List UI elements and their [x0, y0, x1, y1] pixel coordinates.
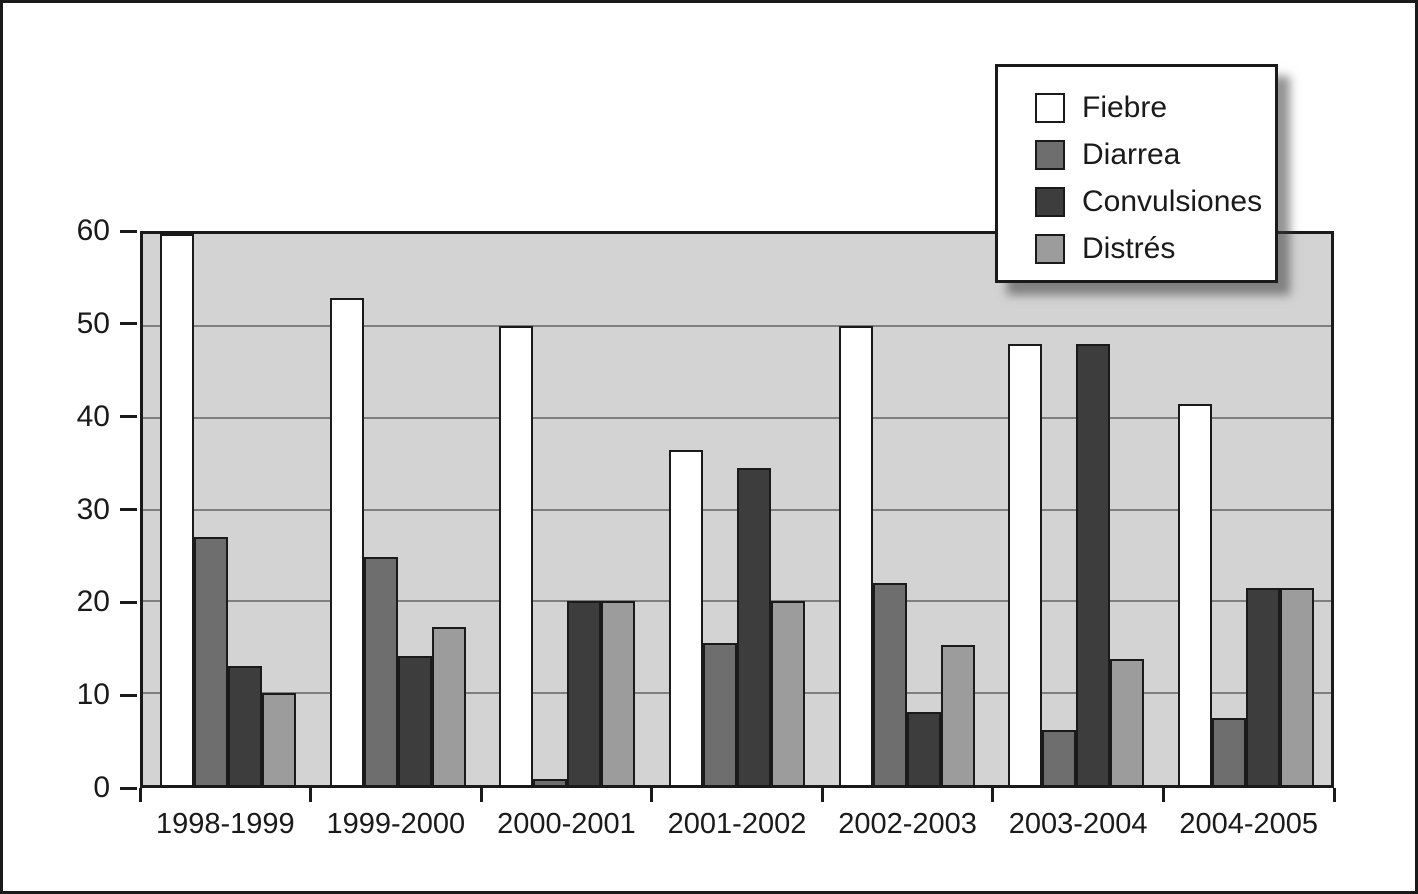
- y-axis: 0 10 20 30 40 50 60: [3, 214, 140, 804]
- bar-convulsiones-2002-2003: [906, 711, 941, 785]
- x-tick-6: [1161, 788, 1165, 802]
- bar-distres-2002-2003: [940, 644, 975, 785]
- bar-convulsiones-2000-2001: [567, 601, 602, 785]
- bar-distres-2000-2001: [601, 601, 636, 785]
- y-tick-label-40: 40: [76, 399, 110, 433]
- bar-distres-1998-1999: [261, 693, 296, 785]
- y-tick-label-10: 10: [76, 678, 110, 712]
- y-tick-40: [120, 415, 137, 419]
- bar-diarrea-2003-2004: [1042, 729, 1077, 785]
- bar-fiebre-1999-2000: [329, 298, 364, 785]
- bar-convulsiones-1998-1999: [227, 665, 262, 785]
- bar-fiebre-2001-2002: [669, 449, 703, 785]
- bar-diarrea-1999-2000: [363, 557, 398, 785]
- plot-area: [140, 231, 1334, 788]
- x-tick-2: [479, 788, 483, 802]
- bar-diarrea-2000-2001: [533, 778, 568, 785]
- bar-convulsiones-2001-2002: [737, 468, 771, 785]
- legend-swatch-diarrea: [1035, 140, 1065, 170]
- legend-item-convulsiones: Convulsiones: [1035, 185, 1275, 218]
- y-tick-label-20: 20: [76, 585, 110, 619]
- bar-diarrea-2004-2005: [1212, 717, 1247, 785]
- legend-label-convulsiones: Convulsiones: [1082, 185, 1263, 218]
- bars-layer: [143, 234, 1331, 785]
- y-tick-label-30: 30: [76, 492, 110, 526]
- bar-distres-1999-2000: [431, 627, 466, 785]
- legend-label-fiebre: Fiebre: [1082, 91, 1168, 124]
- gridline-40: [143, 416, 1331, 419]
- y-tick-50: [120, 322, 137, 326]
- bar-fiebre-2003-2004: [1008, 344, 1043, 785]
- y-tick-label-60: 60: [76, 214, 110, 247]
- legend: Fiebre Diarrea Convulsiones Distrés: [995, 64, 1278, 283]
- bar-diarrea-2002-2003: [872, 582, 907, 785]
- bar-fiebre-2004-2005: [1178, 403, 1213, 785]
- x-tick-label-1999-2000: 1999-2000: [326, 808, 466, 840]
- y-tick-label-50: 50: [76, 306, 110, 340]
- x-tick-1: [309, 788, 313, 802]
- x-tick-label-2003-2004: 2003-2004: [1008, 808, 1148, 840]
- legend-item-fiebre: Fiebre: [1035, 91, 1275, 124]
- y-tick-20: [120, 600, 137, 604]
- legend-swatch-fiebre: [1035, 93, 1065, 123]
- bar-diarrea-2001-2002: [703, 642, 737, 785]
- x-tick-0: [138, 788, 142, 802]
- legend-swatch-convulsiones: [1035, 187, 1065, 217]
- y-tick-label-0: 0: [93, 771, 110, 804]
- bar-distres-2004-2005: [1280, 587, 1315, 785]
- bar-convulsiones-2004-2005: [1246, 587, 1281, 785]
- gridline-50: [143, 324, 1331, 327]
- legend-swatch-distres: [1035, 234, 1065, 264]
- y-tick-10: [120, 693, 137, 697]
- y-tick-60: [120, 229, 137, 233]
- x-tick-3: [650, 788, 654, 802]
- x-tick-4: [820, 788, 824, 802]
- bar-distres-2003-2004: [1110, 659, 1145, 785]
- bar-fiebre-2002-2003: [838, 325, 873, 785]
- x-tick-label-2001-2002: 2001-2002: [667, 808, 807, 840]
- x-tick-5: [991, 788, 995, 802]
- bar-fiebre-1998-1999: [159, 234, 194, 785]
- x-axis: 1998-1999 1999-2000 2000-2001 2001-2002 2002…: [3, 788, 1415, 868]
- x-tick-label-2004-2005: 2004-2005: [1179, 808, 1319, 840]
- bar-convulsiones-1999-2000: [397, 656, 432, 785]
- legend-label-diarrea: Diarrea: [1082, 138, 1181, 171]
- legend-label-distres: Distrés: [1082, 232, 1176, 265]
- y-tick-0: [120, 786, 137, 790]
- y-tick-30: [120, 508, 137, 511]
- x-tick-7: [1332, 788, 1336, 802]
- bar-diarrea-1998-1999: [193, 537, 228, 785]
- bar-distres-2001-2002: [771, 601, 805, 785]
- x-tick-label-1998-1999: 1998-1999: [155, 808, 295, 840]
- legend-item-distres: Distrés: [1035, 232, 1275, 265]
- legend-item-diarrea: Diarrea: [1035, 138, 1275, 171]
- x-tick-label-2002-2003: 2002-2003: [838, 808, 977, 840]
- x-tick-label-2000-2001: 2000-2001: [497, 808, 636, 840]
- bar-convulsiones-2003-2004: [1076, 344, 1111, 785]
- bar-fiebre-2000-2001: [499, 325, 534, 785]
